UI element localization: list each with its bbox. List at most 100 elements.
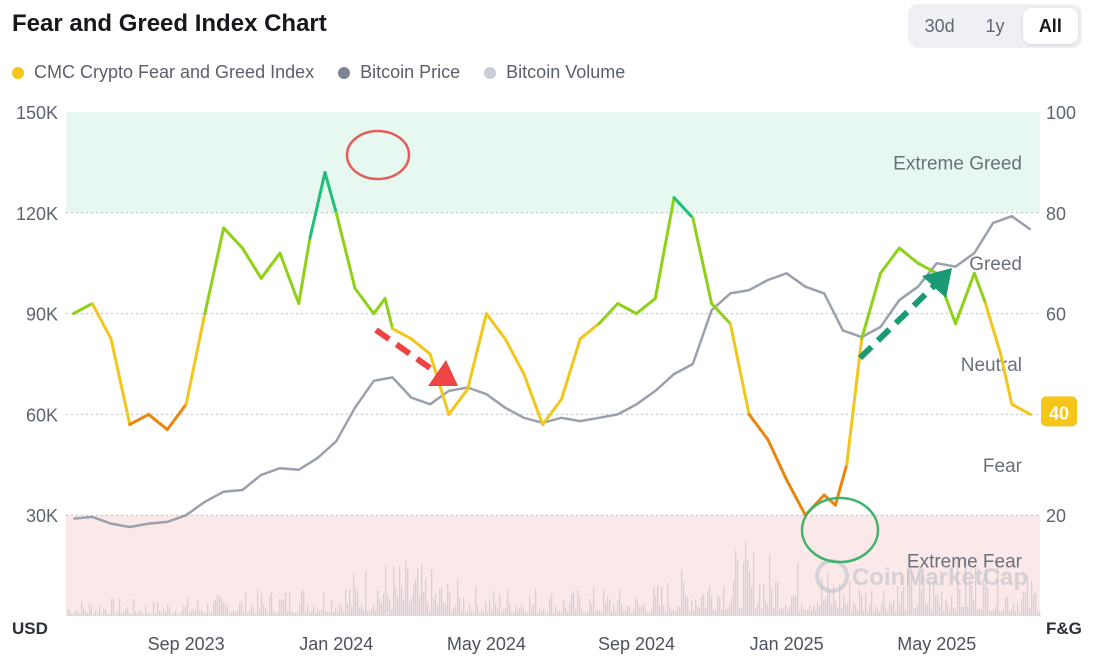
volume-bar [389, 600, 391, 616]
annotation-arrow-down [374, 327, 442, 378]
legend-item-bitcoin-price[interactable]: Bitcoin Price [338, 62, 460, 83]
volume-bar [455, 604, 457, 616]
volume-bar [495, 603, 497, 616]
fear-greed-segment [860, 271, 882, 341]
annotation-arrowhead-up [922, 268, 952, 298]
volume-bar [575, 609, 577, 616]
volume-bar [501, 612, 503, 616]
volume-bar [589, 598, 591, 616]
right-tick-label: 20 [1046, 506, 1066, 526]
volume-bar [361, 604, 363, 616]
volume-bar [561, 612, 563, 616]
volume-bar [189, 612, 191, 616]
volume-bar [595, 610, 597, 616]
volume-bar [391, 609, 393, 616]
volume-bar [201, 610, 203, 616]
volume-bar [641, 606, 643, 616]
volume-bar [91, 606, 93, 616]
volume-bar [541, 611, 543, 616]
fear-greed-segment [372, 296, 387, 316]
fear-greed-segment [710, 302, 732, 326]
volume-bar [909, 583, 911, 616]
volume-bar [285, 591, 287, 616]
volume-bar [355, 588, 357, 616]
volume-bar [849, 581, 851, 616]
volume-bar [443, 602, 445, 616]
volume-bar [223, 602, 225, 616]
volume-bar [341, 605, 343, 616]
volume-bar [855, 605, 857, 616]
range-1y-button[interactable]: 1y [985, 16, 1005, 36]
volume-bar [505, 607, 507, 616]
volume-bar [273, 611, 275, 616]
volume-bar [835, 601, 837, 616]
volume-bar [75, 611, 77, 616]
volume-bar [805, 609, 807, 616]
volume-bar [791, 596, 793, 616]
volume-bar [587, 612, 589, 616]
volume-bar [795, 595, 797, 616]
volume-bar [853, 602, 855, 616]
volume-bar [597, 609, 599, 616]
volume-bar [929, 581, 931, 616]
legend-item-fear-greed[interactable]: CMC Crypto Fear and Greed Index [12, 62, 314, 83]
volume-bar [969, 579, 971, 616]
range-all-button[interactable]: All [1022, 8, 1078, 44]
fear-greed-segment [334, 211, 357, 290]
volume-bar [799, 610, 801, 616]
volume-bar [427, 602, 429, 616]
right-axis-label: F&G [1046, 619, 1082, 638]
volume-bar [161, 613, 163, 616]
legend-item-bitcoin-volume[interactable]: Bitcoin Volume [484, 62, 625, 83]
volume-bar [699, 607, 701, 616]
fear-greed-segment [90, 302, 113, 341]
volume-bar [651, 608, 653, 616]
volume-bar [1029, 608, 1031, 616]
volume-bar [967, 606, 969, 616]
left-tick-label: 120K [16, 204, 58, 224]
volume-bar [347, 603, 349, 616]
volume-bar [261, 593, 263, 616]
volume-bar [767, 604, 769, 616]
fear-greed-segment [972, 271, 988, 306]
volume-bar [319, 610, 321, 616]
fear-greed-segment [1010, 402, 1033, 416]
fear-greed-segment [845, 337, 864, 467]
fear-greed-segment [409, 337, 432, 356]
volume-bar [963, 606, 965, 616]
volume-bar [765, 600, 767, 616]
volume-bar [907, 571, 909, 616]
volume-bar [295, 612, 297, 616]
volume-bar [733, 580, 735, 616]
volume-bar [745, 542, 747, 616]
volume-bar [563, 600, 565, 616]
volume-bar [493, 590, 495, 616]
volume-bar [357, 592, 359, 616]
volume-bar [579, 596, 581, 616]
volume-bar [751, 586, 753, 616]
volume-bar [547, 612, 549, 616]
volume-bar [627, 606, 629, 616]
fear-greed-segment [728, 322, 751, 416]
volume-bar [423, 591, 425, 616]
volume-bar [903, 586, 905, 616]
right-tick-label: 100 [1046, 103, 1076, 123]
volume-bar [545, 613, 547, 616]
volume-bar [869, 604, 871, 616]
volume-bar [927, 604, 929, 616]
volume-bar [513, 612, 515, 616]
fear-greed-segment [984, 302, 1003, 356]
volume-bar [535, 588, 537, 616]
volume-bar [517, 610, 519, 616]
volume-bar [99, 606, 101, 616]
volume-bar [417, 568, 419, 616]
volume-bar [239, 602, 241, 616]
range-30d-button[interactable]: 30d [924, 16, 955, 36]
volume-bar [135, 611, 137, 616]
volume-bar [617, 600, 619, 616]
volume-bar [611, 611, 613, 616]
fear-greed-segment [109, 337, 132, 426]
volume-bar [129, 613, 131, 616]
volume-bar [289, 592, 291, 616]
